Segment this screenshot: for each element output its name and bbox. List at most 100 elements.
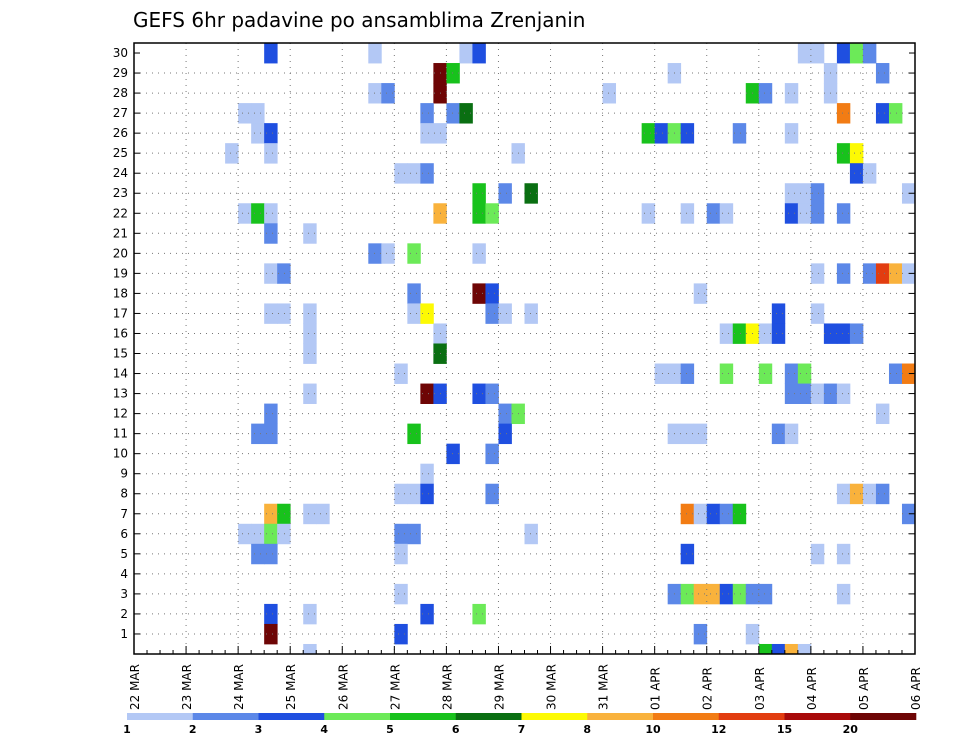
precip-cell-28	[875, 103, 890, 124]
precip-cell-126	[784, 383, 799, 404]
precip-cell-63	[641, 203, 656, 224]
precip-cell-78	[277, 263, 291, 284]
precip-cell-67	[784, 203, 799, 224]
precip-cell-4	[797, 43, 812, 64]
precip-cell-77	[264, 263, 278, 284]
precip-cell-111	[394, 363, 408, 384]
legend-swatch-1	[127, 713, 194, 720]
precip-cell-132	[498, 403, 512, 425]
precip-cell-71	[264, 223, 278, 244]
precip-cell-91	[303, 303, 317, 324]
precip-cell-81	[862, 263, 877, 284]
precip-cell-95	[498, 303, 512, 324]
precip-cell-196	[303, 643, 317, 655]
precip-cell-65	[706, 203, 721, 224]
precip-cell-34	[641, 123, 656, 144]
precip-cell-177	[836, 543, 851, 565]
y-tick-label: 22	[113, 206, 128, 220]
precip-cell-74	[381, 243, 395, 264]
precip-cell-17	[602, 83, 617, 104]
precip-cell-50	[472, 183, 486, 204]
precip-cell-80	[836, 263, 851, 284]
legend-swatch-11	[784, 713, 851, 720]
precip-cell-85	[407, 283, 421, 304]
precip-cell-45	[394, 163, 408, 184]
precip-cell-148	[407, 483, 421, 505]
x-tick-label: 29 MAR	[492, 664, 506, 710]
legend-swatch-10	[718, 713, 785, 720]
precip-cell-24	[420, 103, 434, 124]
y-tick-label: 30	[113, 46, 128, 60]
precip-cell-147	[394, 483, 408, 505]
precip-cell-193	[394, 623, 408, 645]
precip-cell-178	[394, 583, 408, 605]
precip-cell-13	[875, 63, 890, 84]
precip-cell-97	[771, 303, 786, 324]
y-tick-label: 28	[113, 86, 128, 100]
precip-cell-192	[264, 623, 278, 645]
precip-cell-159	[680, 503, 695, 525]
precip-cell-38	[732, 123, 747, 144]
precip-cell-170	[407, 523, 421, 545]
y-tick-label: 2	[120, 607, 128, 621]
precip-cell-96	[524, 303, 538, 324]
precip-cell-82	[875, 263, 890, 284]
y-tick-label: 6	[120, 527, 128, 541]
precip-cell-76	[472, 243, 486, 264]
precip-cell-89	[264, 303, 278, 324]
precip-cell-189	[303, 603, 317, 625]
precip-cell-140	[680, 423, 695, 445]
precip-cell-35	[654, 123, 669, 144]
y-tick-label: 25	[113, 146, 128, 160]
precip-cell-136	[264, 423, 278, 445]
precip-cell-1	[368, 43, 382, 64]
y-tick-label: 19	[113, 266, 128, 280]
precip-cell-160	[693, 503, 708, 525]
precip-cell-66	[719, 203, 734, 224]
precip-cell-109	[303, 343, 317, 364]
precip-cell-187	[836, 583, 851, 605]
precip-cell-19	[758, 83, 773, 104]
precip-cell-198	[771, 643, 786, 655]
precip-cell-31	[264, 123, 278, 144]
precip-cell-87	[485, 283, 499, 304]
legend-label: 3	[255, 723, 263, 736]
precip-cell-176	[810, 543, 825, 565]
legend-swatch-7	[521, 713, 588, 720]
precip-cell-122	[420, 383, 434, 404]
precip-cell-59	[264, 203, 278, 224]
precip-cell-116	[758, 363, 773, 384]
y-tick-label: 15	[113, 347, 128, 361]
legend-swatch-2	[192, 713, 259, 720]
precip-cell-10	[446, 63, 460, 84]
precip-cell-44	[849, 143, 864, 164]
legend-swatch-8	[587, 713, 654, 720]
y-tick-label: 9	[120, 467, 128, 481]
y-tick-label: 1	[120, 627, 128, 641]
precip-cell-6	[836, 43, 851, 64]
precip-cell-184	[732, 583, 747, 605]
legend-label: 8	[583, 723, 591, 736]
precip-cell-57	[238, 203, 252, 224]
x-tick-label: 24 MAR	[232, 664, 246, 710]
precip-cell-182	[706, 583, 721, 605]
precip-cell-40	[225, 143, 239, 164]
x-tick-label: 26 MAR	[336, 664, 350, 710]
precip-cell-115	[719, 363, 734, 384]
precip-cell-43	[836, 143, 851, 164]
precip-cell-142	[771, 423, 786, 445]
legend-label: 4	[320, 723, 328, 736]
y-tick-label: 14	[113, 367, 128, 381]
precip-cell-163	[732, 503, 747, 525]
precip-cell-114	[680, 363, 695, 384]
y-tick-label: 5	[120, 547, 128, 561]
y-tick-label: 12	[113, 407, 128, 421]
precip-cell-130	[836, 383, 851, 404]
precip-cell-5	[810, 43, 825, 64]
precip-cell-128	[810, 383, 825, 404]
precip-cell-8	[862, 43, 877, 64]
precip-cell-174	[394, 543, 408, 565]
legend-label: 7	[518, 723, 526, 736]
precip-cell-150	[485, 483, 499, 505]
precip-cell-3	[472, 43, 486, 64]
